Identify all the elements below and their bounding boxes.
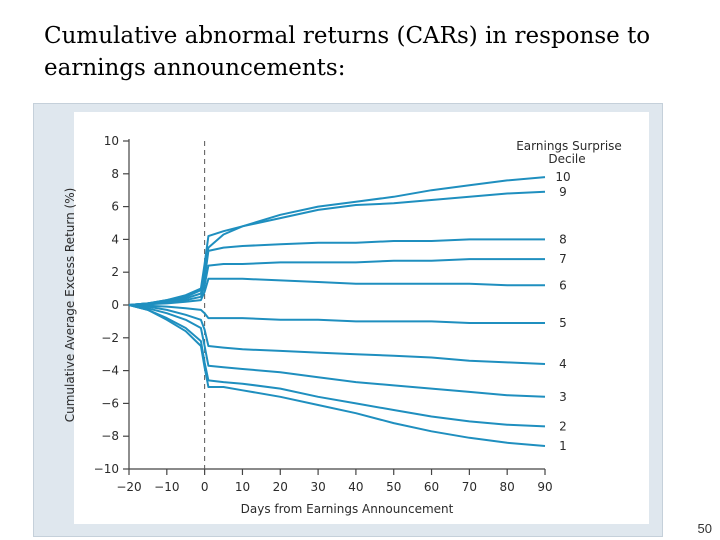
series-label-decile-1: 1 xyxy=(559,439,567,453)
slide-title-line-1: Cumulative abnormal returns (CARs) in re… xyxy=(44,23,651,49)
x-tick-label: 80 xyxy=(500,480,515,494)
x-tick-label: 90 xyxy=(537,480,552,494)
series-label-decile-4: 4 xyxy=(559,357,567,371)
y-axis-title: Cumulative Average Excess Return (%) xyxy=(63,188,77,423)
x-tick-label: 10 xyxy=(235,480,250,494)
series-label-decile-10: 10 xyxy=(555,170,570,184)
series-line-decile-7 xyxy=(128,258,545,306)
series-line-decile-2 xyxy=(128,304,546,428)
y-tick-label: −10 xyxy=(94,462,119,476)
series-line-decile-5 xyxy=(128,304,545,324)
slide-number: 50 xyxy=(697,521,712,536)
y-tick-label: −2 xyxy=(101,331,119,345)
series-line-decile-3 xyxy=(128,304,546,398)
y-tick-label: 10 xyxy=(104,134,119,148)
legend-title-line: Earnings Surprise xyxy=(516,139,622,153)
series-line-decile-8 xyxy=(128,238,545,306)
chart-figure: 10 8 6 4 2 0 −2 −4 −6 −8 −10 −20 −10 0 10 20 30 40 50 60 70 8… xyxy=(33,103,663,537)
series-label-decile-5: 5 xyxy=(559,316,567,330)
slide-title-line-2: earnings announcements: xyxy=(44,55,346,81)
y-tick-label: 6 xyxy=(111,200,119,214)
x-tick-label: 70 xyxy=(462,480,477,494)
legend-title-line: Decile xyxy=(548,152,585,166)
x-axis-title: Days from Earnings Announcement xyxy=(241,502,454,516)
plot-panel xyxy=(74,112,649,524)
y-tick-label: 8 xyxy=(111,167,119,181)
series-label-decile-9: 9 xyxy=(559,185,567,199)
y-tick-label: −6 xyxy=(101,396,119,410)
y-tick-label: 4 xyxy=(111,232,119,246)
series-label-decile-2: 2 xyxy=(559,419,567,433)
x-tick-label: 30 xyxy=(310,480,325,494)
series-line-decile-4 xyxy=(128,304,546,365)
series-label-decile-3: 3 xyxy=(559,390,567,404)
series-label-decile-6: 6 xyxy=(559,278,567,292)
x-tick-label: 50 xyxy=(386,480,401,494)
series-label-decile-8: 8 xyxy=(559,232,567,246)
x-tick-label: 60 xyxy=(424,480,439,494)
y-tick-label: −8 xyxy=(101,429,119,443)
x-tick-label: 40 xyxy=(348,480,363,494)
y-tick-label: 0 xyxy=(111,298,119,312)
series-line-decile-1 xyxy=(128,304,546,447)
series-line-decile-9 xyxy=(128,190,546,306)
y-tick-label: −4 xyxy=(101,364,119,378)
slide-title: Cumulative abnormal returns (CARs) in re… xyxy=(44,20,694,84)
x-tick-label: 20 xyxy=(273,480,288,494)
series-label-decile-7: 7 xyxy=(559,252,567,266)
x-tick-label: −10 xyxy=(154,480,179,494)
x-tick-label: −20 xyxy=(116,480,141,494)
y-tick-label: 2 xyxy=(111,265,119,279)
x-tick-label: 0 xyxy=(201,480,209,494)
series-line-decile-6 xyxy=(128,277,545,306)
